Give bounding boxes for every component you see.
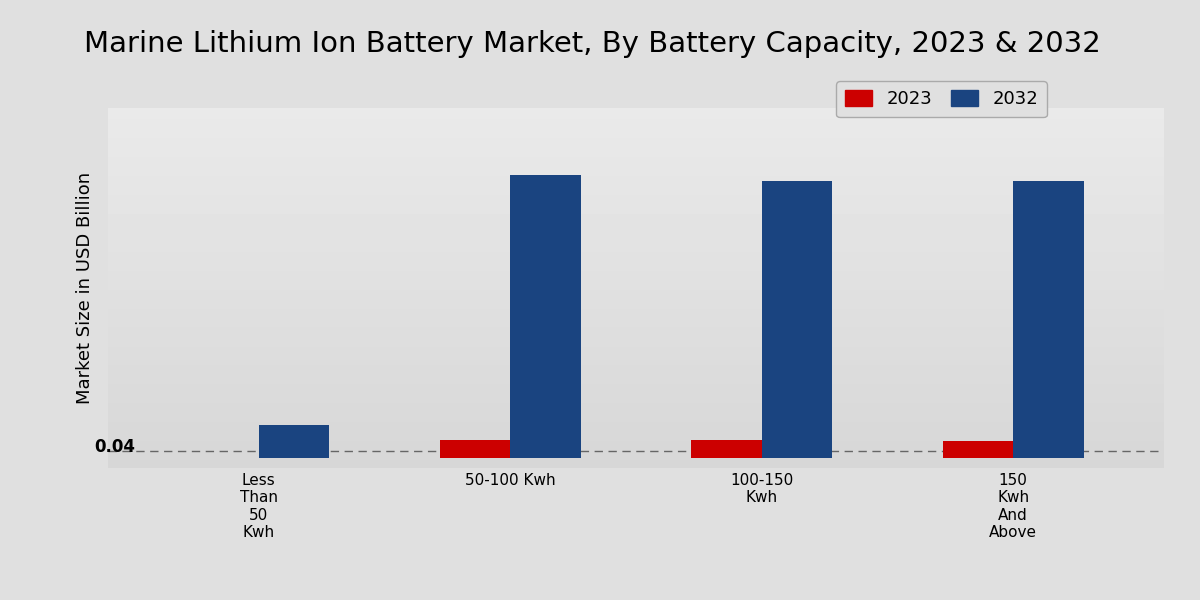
Y-axis label: Market Size in USD Billion: Market Size in USD Billion xyxy=(76,172,94,404)
Bar xyxy=(440,440,510,458)
Legend: 2023, 2032: 2023, 2032 xyxy=(836,81,1046,118)
Bar xyxy=(943,442,1013,458)
Bar xyxy=(510,175,581,458)
Bar xyxy=(762,181,832,458)
Bar xyxy=(1013,181,1084,458)
Text: Marine Lithium Ion Battery Market, By Battery Capacity, 2023 & 2032: Marine Lithium Ion Battery Market, By Ba… xyxy=(84,30,1100,58)
Bar xyxy=(259,425,329,458)
Text: 0.04: 0.04 xyxy=(95,439,136,457)
Bar xyxy=(691,440,762,458)
